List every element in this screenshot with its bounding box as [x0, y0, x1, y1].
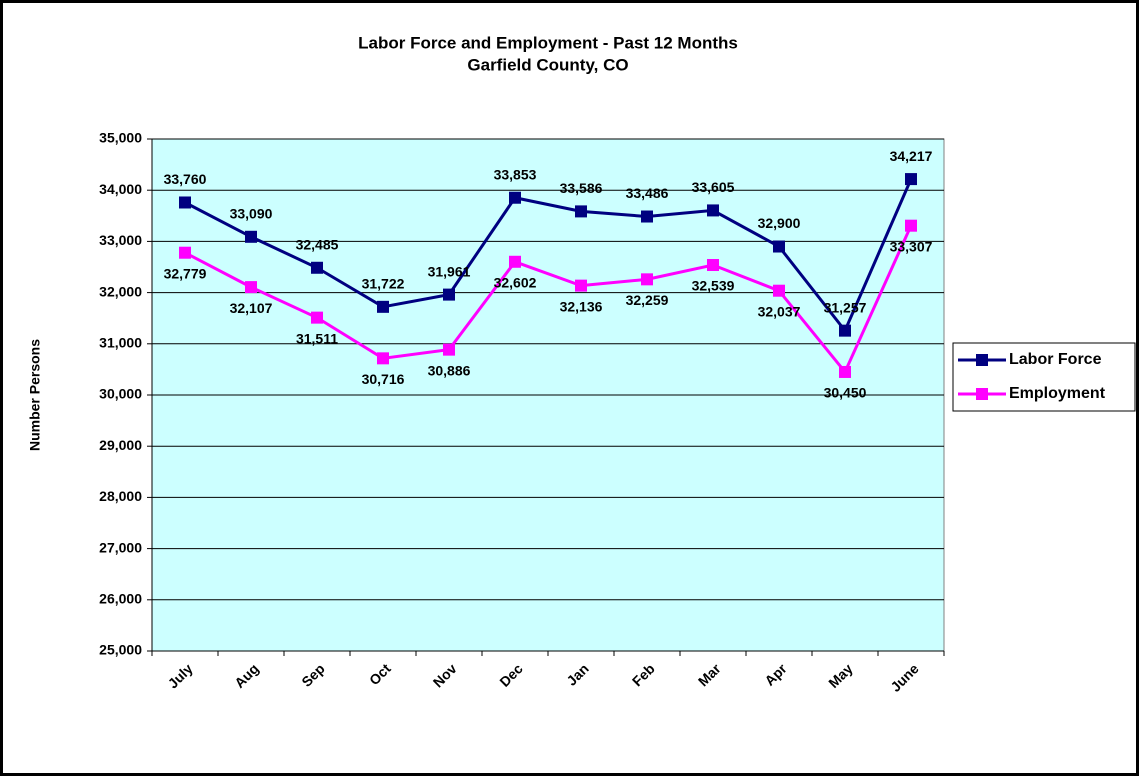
- data-label: 32,900: [758, 215, 801, 231]
- series-marker: [839, 365, 851, 378]
- data-label: 30,886: [428, 362, 471, 378]
- y-tick-label: 34,000: [99, 181, 142, 197]
- series-marker: [773, 284, 785, 297]
- series-marker: [509, 255, 521, 268]
- data-label: 31,511: [296, 330, 338, 346]
- y-tick-label: 31,000: [99, 335, 142, 351]
- data-label: 32,602: [494, 274, 537, 290]
- data-label: 33,853: [494, 166, 537, 182]
- legend-marker: [976, 354, 988, 366]
- chart-title: Labor Force and Employment - Past 12 Mon…: [358, 33, 738, 52]
- data-label: 31,722: [362, 276, 405, 292]
- data-label: 31,961: [428, 263, 471, 279]
- series-marker: [641, 210, 653, 223]
- series-marker: [905, 173, 917, 186]
- series-marker: [377, 300, 389, 313]
- data-label: 32,485: [296, 236, 339, 252]
- y-axis-label: Number Persons: [27, 339, 43, 451]
- series-marker: [575, 279, 587, 292]
- y-tick-label: 33,000: [99, 232, 142, 248]
- data-label: 33,605: [692, 179, 735, 195]
- y-tick-label: 25,000: [99, 642, 142, 658]
- y-tick-label: 29,000: [99, 437, 142, 453]
- data-label: 33,307: [890, 238, 933, 254]
- series-marker: [773, 240, 785, 253]
- data-label: 32,259: [626, 292, 669, 308]
- series-marker: [245, 281, 257, 294]
- series-marker: [575, 205, 587, 218]
- series-marker: [179, 246, 191, 259]
- legend-label: Employment: [1009, 385, 1106, 402]
- data-label: 31,257: [824, 299, 867, 315]
- data-label: 33,586: [560, 180, 603, 196]
- y-tick-label: 27,000: [99, 539, 142, 555]
- data-label: 32,539: [692, 278, 735, 294]
- series-marker: [509, 191, 521, 204]
- data-label: 34,217: [890, 148, 933, 164]
- y-tick-label: 35,000: [99, 130, 142, 146]
- series-marker: [839, 324, 851, 337]
- data-label: 30,716: [362, 371, 405, 387]
- y-tick-label: 30,000: [99, 386, 142, 402]
- series-marker: [905, 219, 917, 232]
- series-marker: [179, 196, 191, 209]
- chart-subtitle: Garfield County, CO: [467, 55, 628, 74]
- data-label: 32,779: [164, 265, 207, 281]
- y-tick-label: 32,000: [99, 283, 142, 299]
- series-marker: [311, 311, 323, 324]
- data-label: 33,760: [164, 171, 207, 187]
- y-tick-label: 28,000: [99, 488, 142, 504]
- series-marker: [707, 204, 719, 217]
- series-marker: [377, 352, 389, 365]
- data-label: 33,090: [230, 205, 273, 221]
- legend-label: Labor Force: [1009, 351, 1102, 368]
- series-marker: [443, 288, 455, 301]
- y-tick-label: 26,000: [99, 591, 142, 607]
- series-marker: [707, 259, 719, 272]
- series-marker: [641, 273, 653, 286]
- series-line: [184, 178, 913, 334]
- data-label: 32,037: [758, 303, 801, 319]
- series-marker: [443, 343, 455, 356]
- series-line: [184, 225, 913, 375]
- data-label: 32,107: [230, 300, 273, 316]
- series-marker: [245, 230, 257, 243]
- data-label: 30,450: [824, 385, 867, 401]
- legend-marker: [976, 388, 988, 400]
- series-marker: [311, 261, 323, 274]
- data-label: 33,486: [626, 185, 669, 201]
- data-label: 32,136: [560, 298, 603, 314]
